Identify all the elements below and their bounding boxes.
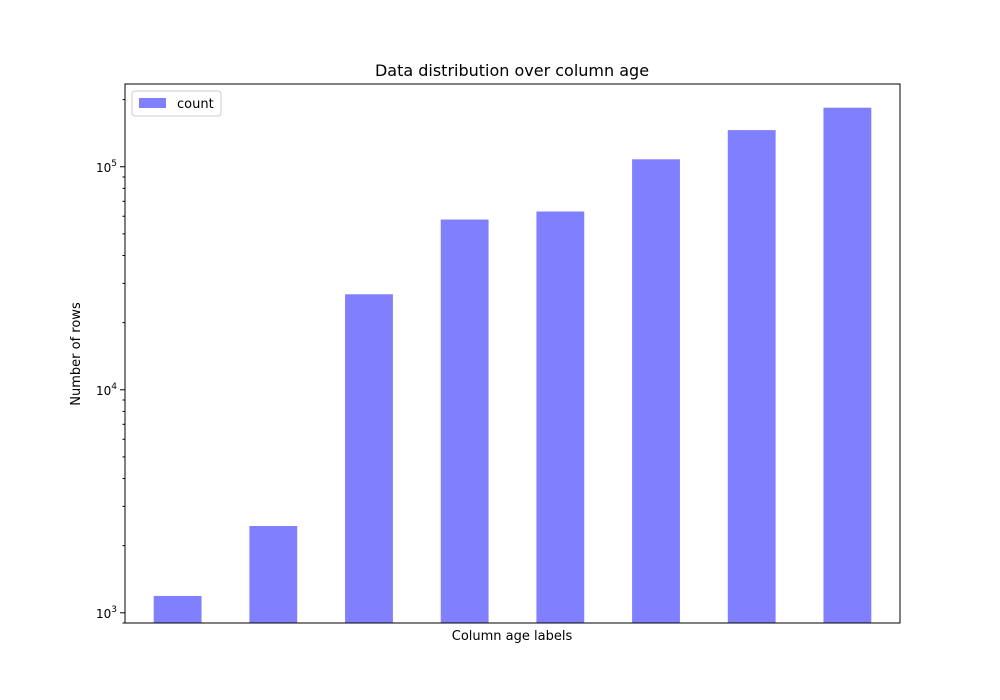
bar-3: [345, 294, 393, 623]
x-axis-label: Column age labels: [452, 629, 573, 644]
y-tick-label-2: 104: [96, 382, 117, 398]
bar-5: [536, 211, 585, 623]
y-tick-label-3: 105: [96, 159, 117, 175]
bars-group: [153, 107, 872, 624]
bar-6: [632, 159, 680, 624]
legend-label-count: count: [177, 97, 214, 112]
bar-4: [440, 219, 489, 623]
y-axis-label: Number of rows: [69, 302, 84, 406]
chart-title: Data distribution over column age: [375, 61, 649, 80]
y-axis-ticks: 103 104 105: [96, 99, 125, 624]
y-tick-label-1: 103: [96, 605, 117, 621]
bar-2: [249, 526, 298, 623]
plot-frame: [124, 83, 901, 624]
legend-swatch: [139, 98, 166, 108]
bar-7: [727, 130, 776, 623]
legend: count: [131, 90, 222, 117]
bar-1: [153, 595, 202, 623]
bar-8: [823, 107, 872, 623]
legend-box: [131, 90, 222, 117]
